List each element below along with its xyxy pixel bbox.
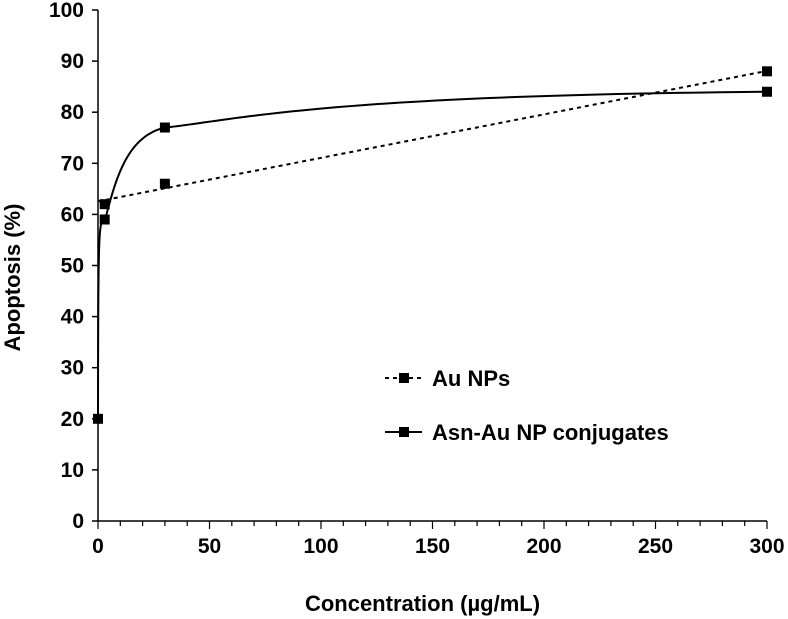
series-layer	[93, 66, 772, 424]
x-tick-label: 50	[198, 535, 221, 558]
y-tick-label: 10	[61, 459, 84, 482]
data-point	[762, 86, 772, 97]
y-tick-label: 30	[61, 357, 84, 380]
y-axis-title: Apoptosis (%)	[0, 204, 25, 352]
x-tick-label: 100	[303, 535, 338, 558]
data-point	[159, 122, 170, 133]
y-tick-label: 70	[61, 152, 84, 175]
series-1	[97, 66, 772, 210]
y-axis-ticks: 0 10 20 30 40 50 60 70 80 90 100	[49, 0, 98, 533]
y-tick-label: 100	[49, 0, 84, 22]
data-point	[99, 214, 110, 225]
legend-label: Au NPs	[432, 366, 510, 391]
series-line	[97, 90, 768, 419]
data-point	[159, 178, 170, 189]
legend: Au NPs Asn-Au NP conjugates	[385, 366, 669, 445]
data-point	[99, 199, 110, 210]
data-point	[762, 66, 772, 77]
x-tick-label: 300	[749, 535, 784, 558]
y-tick-label: 60	[61, 203, 84, 226]
x-tick-label: 150	[415, 535, 450, 558]
x-tick-label: 200	[526, 535, 561, 558]
y-tick-label: 80	[61, 101, 84, 124]
legend-swatch-marker	[399, 373, 409, 383]
y-tick-label: 40	[61, 306, 84, 329]
y-tick-label: 50	[61, 255, 84, 278]
legend-swatch-marker	[399, 427, 409, 437]
data-point	[93, 413, 103, 424]
x-axis-ticks: 0 50 100 150 200 250 300	[92, 521, 785, 558]
series-2	[93, 86, 772, 424]
series-line	[97, 69, 768, 203]
y-tick-label: 0	[72, 510, 84, 533]
y-tick-label: 90	[61, 50, 84, 73]
x-tick-label: 0	[92, 535, 104, 558]
legend-entry: Asn-Au NP conjugates	[385, 420, 669, 445]
x-axis-title: Concentration (µg/mL)	[305, 591, 540, 616]
legend-entry: Au NPs	[385, 366, 510, 391]
x-tick-label: 250	[638, 535, 673, 558]
legend-label: Asn-Au NP conjugates	[432, 420, 669, 445]
y-tick-label: 20	[61, 408, 84, 431]
